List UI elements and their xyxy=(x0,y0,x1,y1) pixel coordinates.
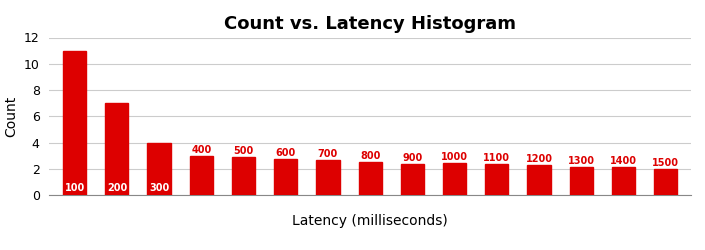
Text: 500: 500 xyxy=(233,146,254,156)
Bar xyxy=(570,167,593,195)
Text: 1100: 1100 xyxy=(483,153,510,163)
Text: 1500: 1500 xyxy=(652,158,679,168)
Text: 1400: 1400 xyxy=(610,156,637,166)
Text: 200: 200 xyxy=(106,183,127,193)
Bar xyxy=(190,156,213,195)
Bar xyxy=(274,159,298,195)
Text: 800: 800 xyxy=(360,151,380,161)
Text: 1200: 1200 xyxy=(525,154,553,164)
Bar xyxy=(232,157,255,195)
Text: 900: 900 xyxy=(403,153,422,163)
Bar xyxy=(317,160,340,195)
Bar xyxy=(485,164,508,195)
Bar xyxy=(654,169,678,195)
Bar xyxy=(105,103,128,195)
Text: 600: 600 xyxy=(276,148,296,158)
Bar xyxy=(63,50,86,195)
Text: 1300: 1300 xyxy=(568,156,594,166)
Bar xyxy=(443,163,466,195)
Bar xyxy=(147,142,171,195)
Text: 300: 300 xyxy=(149,183,169,193)
Text: 400: 400 xyxy=(191,144,212,154)
Text: 1000: 1000 xyxy=(441,152,468,162)
Title: Count vs. Latency Histogram: Count vs. Latency Histogram xyxy=(224,15,516,33)
Text: 700: 700 xyxy=(318,149,338,159)
Bar xyxy=(527,166,551,195)
Y-axis label: Count: Count xyxy=(4,96,18,137)
Bar xyxy=(400,164,424,195)
X-axis label: Latency (milliseconds): Latency (milliseconds) xyxy=(293,214,448,228)
Bar xyxy=(359,162,381,195)
Bar xyxy=(612,168,635,195)
Text: 100: 100 xyxy=(65,183,85,193)
